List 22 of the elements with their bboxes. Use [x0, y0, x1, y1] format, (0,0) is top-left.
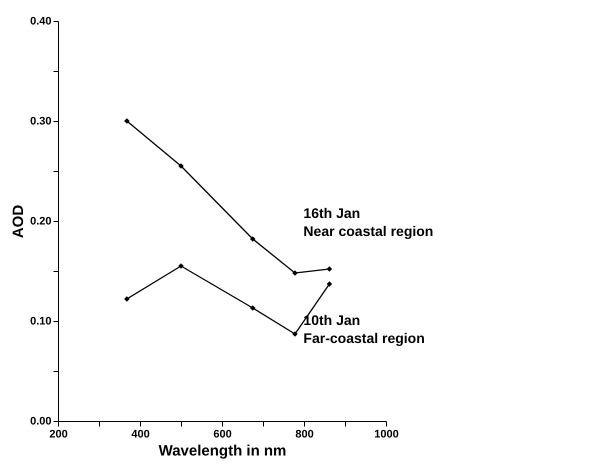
point	[178, 263, 184, 269]
x-tick-label: 200	[49, 428, 68, 440]
point	[292, 331, 298, 337]
point	[124, 118, 130, 124]
point	[326, 266, 332, 272]
series-label: 10th Jan Far-coastal region	[303, 312, 425, 346]
x-tick-label: 1000	[374, 428, 399, 440]
point	[178, 163, 184, 169]
x-tick-label: 800	[295, 428, 314, 440]
y-tick-label: 0.10	[30, 316, 52, 328]
point	[124, 296, 130, 302]
x-axis-title: Wavelength in nm	[158, 442, 286, 460]
y-tick-label: 0.30	[30, 116, 52, 128]
x-tick-label: 600	[213, 428, 232, 440]
y-tick-label: 0.40	[30, 16, 52, 28]
x-tick-label: 400	[131, 428, 150, 440]
text: 16th Jan Near coastal region	[303, 205, 434, 239]
y-tick-label: 0.20	[30, 216, 52, 228]
point	[292, 270, 298, 276]
point	[326, 281, 332, 287]
y-tick-label: 0.00	[30, 416, 52, 428]
y-axis-title: AOD	[10, 204, 28, 238]
